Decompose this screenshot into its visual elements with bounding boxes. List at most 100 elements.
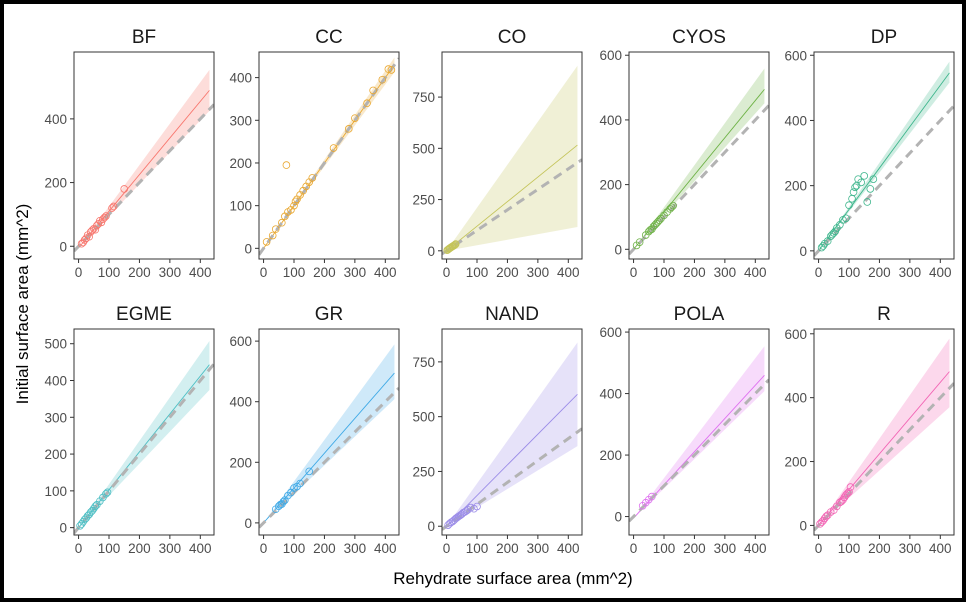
plot-area-gr — [259, 344, 399, 529]
panel-title: EGME — [116, 304, 172, 325]
data-point — [296, 479, 304, 488]
x-tick-label: 200 — [313, 541, 336, 556]
x-tick-label: 400 — [189, 265, 212, 280]
data-point — [102, 489, 110, 498]
y-tick-label: 400 — [229, 395, 252, 410]
x-tick-label: 100 — [98, 265, 121, 280]
data-point — [863, 198, 872, 206]
panel-border — [441, 51, 583, 260]
plot-area-cc — [259, 57, 399, 256]
x-tick-label: 200 — [313, 265, 336, 280]
y-axis-title: Initial surface area (mm^2) — [13, 204, 32, 405]
data-point — [845, 201, 853, 210]
data-point — [103, 488, 112, 497]
x-tick-label: 200 — [496, 265, 519, 280]
y-tick-label: 400 — [599, 387, 622, 402]
y-tick-label: 600 — [599, 325, 622, 340]
data-point — [451, 240, 460, 248]
x-tick-label: 0 — [815, 541, 823, 556]
data-point — [667, 203, 676, 212]
x-tick-label: 400 — [929, 541, 952, 556]
y-tick-label: 400 — [44, 112, 67, 127]
data-point — [100, 213, 109, 222]
panel-r: 0 100 200 300 400 0 200 400 600 R — [784, 304, 955, 556]
plot-area-nand — [442, 342, 582, 531]
panel-title: DP — [871, 27, 897, 48]
panel-border — [441, 328, 583, 536]
x-tick-label: 300 — [714, 265, 737, 280]
y-tick-label: 0 — [427, 244, 435, 259]
x-tick-label: 100 — [653, 265, 676, 280]
x-tick-label: 0 — [815, 265, 823, 280]
x-tick-label: 300 — [899, 265, 922, 280]
y-tick-label: 400 — [229, 71, 252, 86]
x-tick-label: 100 — [838, 541, 861, 556]
x-tick-label: 100 — [283, 265, 306, 280]
y-tick-label: 500 — [44, 337, 67, 352]
data-point — [278, 218, 286, 227]
y-tick-label: 100 — [229, 199, 252, 214]
data-point — [635, 238, 644, 246]
chart-frame: 0 100 200 300 400 0 200 400 BF 0 100 200 300 400 0 100 2… — [4, 4, 962, 598]
x-tick-label: 0 — [630, 541, 638, 556]
data-point — [848, 194, 856, 203]
panel-border — [628, 328, 770, 536]
data-point — [91, 225, 100, 234]
panel-nand: 0 100 200 300 400 0 250 500 750 NAND — [412, 304, 583, 556]
confidence-band — [263, 344, 395, 523]
y-tick-label: 400 — [784, 113, 807, 128]
data-point — [648, 492, 656, 501]
data-point — [669, 201, 677, 210]
data-point — [268, 231, 277, 240]
faceted-scatter-chart: 0 100 200 300 400 0 200 400 BF 0 100 200 300 400 0 100 2… — [13, 27, 955, 588]
reference-line — [814, 382, 954, 532]
panel-cyos: 0 100 200 300 400 0 200 400 600 CYOS — [599, 27, 770, 280]
confidence-band — [78, 340, 210, 528]
panel-title: CC — [315, 27, 342, 48]
plot-area-egme — [74, 340, 214, 535]
confidence-band — [263, 57, 395, 249]
fit-line — [818, 371, 950, 526]
x-tick-label: 100 — [838, 265, 861, 280]
y-tick-label: 400 — [44, 374, 67, 389]
data-point — [450, 241, 458, 250]
y-tick-label: 750 — [412, 90, 435, 105]
plot-area-co — [442, 65, 582, 256]
reference-line — [814, 104, 954, 257]
y-tick-label: 400 — [599, 113, 622, 128]
confidence-band — [818, 338, 950, 526]
y-tick-label: 200 — [784, 455, 807, 470]
panel-egme: 0 100 200 300 400 0 100 200 300 400 500 EGME — [44, 304, 215, 556]
fit-line — [446, 144, 578, 252]
data-point — [108, 204, 116, 212]
data-point — [282, 161, 291, 169]
panel-bf: 0 100 200 300 400 0 200 400 BF — [44, 27, 215, 280]
y-tick-label: 200 — [44, 447, 67, 462]
panel-title: NAND — [485, 304, 539, 325]
data-point — [860, 172, 869, 180]
x-tick-label: 200 — [128, 541, 151, 556]
y-tick-label: 300 — [229, 113, 252, 128]
x-tick-label: 0 — [75, 541, 83, 556]
panel-border — [813, 51, 955, 260]
data-point — [109, 202, 118, 211]
y-tick-label: 0 — [244, 241, 252, 256]
x-tick-label: 200 — [683, 541, 706, 556]
panels-group: 0 100 200 300 400 0 200 400 BF 0 100 200 300 400 0 100 2… — [44, 27, 955, 556]
y-tick-label: 600 — [784, 48, 807, 63]
x-tick-label: 0 — [443, 265, 451, 280]
data-point — [857, 178, 865, 187]
x-tick-label: 300 — [344, 541, 367, 556]
y-tick-label: 0 — [614, 510, 622, 525]
x-tick-label: 100 — [466, 541, 489, 556]
plot-area-r — [814, 338, 954, 532]
y-tick-label: 500 — [412, 141, 435, 156]
data-point — [473, 502, 481, 511]
panel-border — [73, 51, 215, 260]
fit-line — [263, 372, 395, 524]
panel-title: R — [877, 304, 891, 325]
data-point — [852, 181, 861, 190]
y-tick-label: 200 — [599, 448, 622, 463]
panel-gr: 0 100 200 300 400 0 200 400 600 GR — [229, 304, 400, 556]
panel-border — [628, 51, 770, 260]
